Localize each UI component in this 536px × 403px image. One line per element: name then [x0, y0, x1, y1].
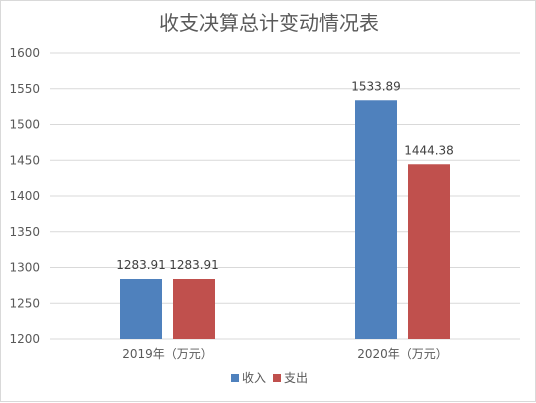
y-tick-label: 1250 — [9, 296, 40, 310]
chart-title: 收支决算总计变动情况表 — [159, 11, 379, 35]
y-tick-label: 1200 — [9, 332, 40, 346]
bars: 1283.91 1283.91 1533.89 1444.38 — [116, 79, 454, 339]
bar-expense-0 — [173, 279, 215, 339]
bar-expense-1 — [408, 164, 450, 339]
data-label: 1533.89 — [351, 79, 401, 93]
y-tick-label: 1550 — [9, 82, 40, 96]
legend-label: 收入 — [242, 371, 266, 385]
y-axis: 1200 1250 1300 1350 1400 1450 1500 1550 1600 — [9, 46, 40, 346]
legend-swatch — [231, 374, 239, 382]
bar-income-0 — [120, 279, 162, 339]
legend: 收入 支出 — [231, 371, 308, 385]
bar-income-1 — [355, 100, 397, 339]
y-tick-label: 1350 — [9, 225, 40, 239]
y-tick-label: 1400 — [9, 189, 40, 203]
x-category-label: 2020年（万元） — [357, 347, 448, 361]
x-axis: 2019年（万元） 2020年（万元） — [122, 347, 448, 361]
legend-label: 支出 — [284, 371, 308, 385]
data-label: 1444.38 — [404, 143, 454, 157]
y-tick-label: 1500 — [9, 118, 40, 132]
y-tick-label: 1450 — [9, 153, 40, 167]
data-label: 1283.91 — [116, 258, 166, 272]
y-tick-label: 1300 — [9, 261, 40, 275]
y-tick-label: 1600 — [9, 46, 40, 60]
data-label: 1283.91 — [169, 258, 219, 272]
x-category-label: 2019年（万元） — [122, 347, 213, 361]
legend-swatch — [273, 374, 281, 382]
